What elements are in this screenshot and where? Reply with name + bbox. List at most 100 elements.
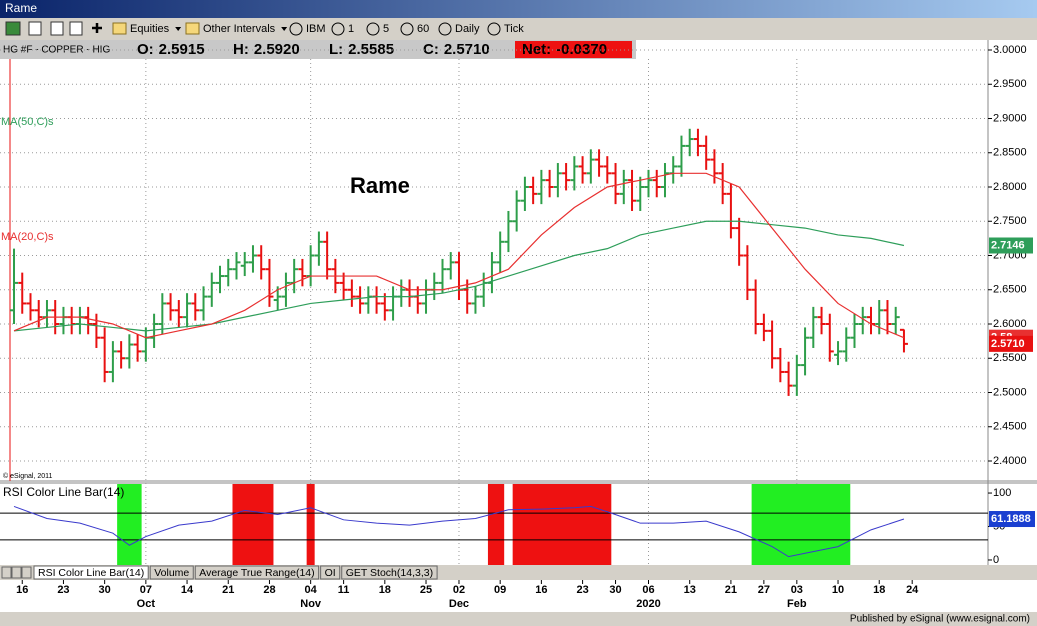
tab[interactable] — [341, 565, 438, 580]
y-tick-label: 2.8500 — [993, 147, 1027, 159]
toolbar-item[interactable]: 1 — [348, 23, 354, 35]
quote-bar — [0, 40, 636, 59]
x-tick-label: 27 — [758, 584, 770, 596]
month-label: Feb — [787, 598, 807, 610]
legend-entry: MA(50,C)s — [1, 116, 54, 128]
y-tick-label: 3.0000 — [993, 44, 1027, 56]
quote-value: 2.5710 — [444, 41, 490, 58]
rsi-zone — [487, 484, 505, 565]
x-tick-label: 18 — [873, 584, 885, 596]
x-tick-label: 23 — [57, 584, 69, 596]
y-tick-label: 2.7000 — [993, 249, 1027, 261]
x-tick-label: 14 — [181, 584, 194, 596]
tab-label[interactable]: Average True Range(14) — [199, 567, 314, 579]
x-tick-label: 13 — [684, 584, 696, 596]
legend-entry: MA(20,C)s — [1, 231, 54, 243]
y-tick-label: 2.5500 — [993, 352, 1027, 364]
net-box — [515, 41, 632, 58]
x-tick-label: 16 — [16, 584, 28, 596]
tab[interactable] — [33, 565, 149, 580]
x-tick-label: 30 — [609, 584, 621, 596]
scroll-button[interactable] — [11, 566, 22, 579]
quote-value: 2.5915 — [159, 41, 205, 58]
tab-label[interactable]: OI — [325, 567, 336, 579]
month-label: Nov — [300, 598, 322, 610]
toolbar-item[interactable]: Daily — [455, 23, 480, 35]
interval-icon[interactable] — [366, 22, 380, 36]
toolbar-item[interactable]: Tick — [504, 23, 524, 35]
rsi-zone — [117, 484, 142, 565]
last-value: 61.1888 — [991, 513, 1031, 525]
rsi-line — [13, 505, 905, 558]
annotation: Rame — [350, 173, 410, 198]
dropdown-arrow[interactable] — [175, 27, 182, 31]
y-tick-label: 2.9500 — [993, 78, 1027, 90]
y-tick-label: 2.4500 — [993, 421, 1027, 433]
quote-value: 2.5585 — [348, 41, 394, 58]
tab-label[interactable]: RSI Color Line Bar(14) — [38, 567, 144, 579]
icon[interactable] — [28, 21, 42, 36]
y-tick-label: 2.7500 — [993, 215, 1027, 227]
window-title: Rame — [5, 1, 37, 15]
scroll-buttons — [1, 566, 32, 579]
toolbar — [0, 18, 1037, 40]
toolbar-item[interactable]: Equities — [130, 23, 170, 35]
title-bar — [0, 0, 1037, 18]
folder-icon[interactable] — [185, 22, 200, 35]
x-tick-label: 06 — [642, 584, 654, 596]
net-value: -0.0370 — [556, 41, 607, 58]
interval-icon[interactable] — [400, 22, 414, 36]
rsi-zone — [306, 484, 315, 565]
x-tick-label: 10 — [832, 584, 844, 596]
quote-label: O: — [137, 41, 154, 58]
quote-label: C: — [423, 41, 439, 58]
interval-icon[interactable] — [331, 22, 345, 36]
toolbar-item[interactable]: 60 — [417, 23, 429, 35]
scroll-button[interactable] — [21, 566, 32, 579]
toolbar-item[interactable]: 5 — [383, 23, 389, 35]
icon[interactable] — [69, 21, 83, 36]
scroll-button[interactable] — [1, 566, 12, 579]
tab-label[interactable]: GET Stoch(14,3,3) — [346, 567, 433, 579]
tab[interactable] — [320, 565, 341, 580]
quote-label: L: — [329, 41, 343, 58]
x-tick-label: 21 — [725, 584, 737, 596]
tab[interactable] — [194, 565, 320, 580]
status-bar — [0, 612, 1037, 626]
x-tick-label: 30 — [99, 584, 111, 596]
interval-icon[interactable] — [438, 22, 452, 36]
toolbar-item[interactable]: Other Intervals — [203, 23, 276, 35]
y-tick-label: 2.6500 — [993, 284, 1027, 296]
footer: Published by eSignal (www.esignal.com) — [850, 614, 1030, 625]
interval-icon[interactable] — [289, 22, 303, 36]
tab-label[interactable]: Volume — [154, 567, 189, 579]
last-value-box — [989, 511, 1035, 528]
rsi-zone — [751, 484, 851, 565]
interval-icon[interactable] — [487, 22, 501, 36]
pane-title: RSI Color Line Bar(14) — [3, 485, 124, 499]
y-tick-label: 100 — [993, 487, 1011, 499]
x-tick-label: 09 — [494, 584, 506, 596]
x-tick-label: 23 — [576, 584, 588, 596]
ma-line — [13, 172, 905, 339]
x-tick-label: 11 — [338, 584, 350, 596]
icon[interactable] — [5, 21, 21, 36]
quote-label: H: — [233, 41, 249, 58]
dropdown-arrow[interactable] — [281, 27, 288, 31]
toolbar-icons — [5, 21, 102, 36]
x-tick-label: 25 — [420, 584, 432, 596]
x-tick-label: 16 — [535, 584, 547, 596]
net-label: Net: — [522, 41, 551, 58]
y-tick-label: 2.4000 — [993, 455, 1027, 467]
folder-icon[interactable] — [112, 22, 127, 35]
y-tick-label: 2.5000 — [993, 386, 1027, 398]
icon[interactable] — [50, 21, 64, 36]
last-value-box — [989, 237, 1033, 254]
quote-value: 2.5920 — [254, 41, 300, 58]
tab[interactable] — [149, 565, 194, 580]
x-tick-label: 07 — [140, 584, 152, 596]
icon[interactable] — [92, 23, 102, 33]
x-tick-label: 02 — [453, 584, 465, 596]
chart-area — [0, 40, 1037, 565]
toolbar-item[interactable]: IBM — [306, 23, 326, 35]
